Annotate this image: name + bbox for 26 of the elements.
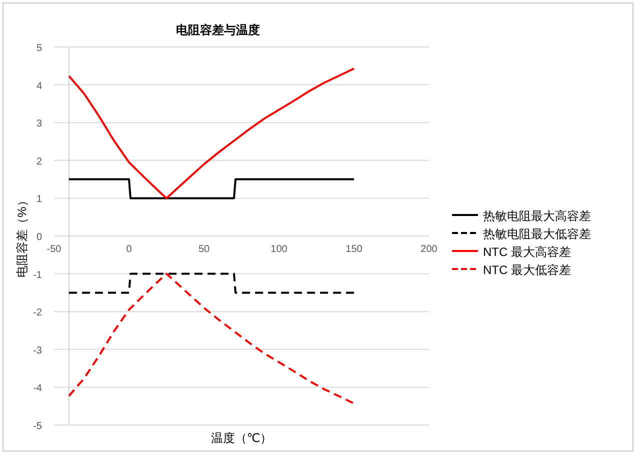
y-tick-label: 2 [36,156,42,168]
line-series [68,272,355,404]
x-tick-label: 50 [198,244,210,255]
x-tick-label: -50 [46,244,62,255]
y-tick-label: 5 [36,43,42,54]
y-tick-label: 0 [36,232,42,243]
y-tick-label: 1 [36,194,42,206]
legend-label: NTC 最大高容差 [483,245,571,259]
y-tick-label: -3 [33,345,42,356]
line-series [68,68,355,200]
y-tick-label: 4 [36,80,42,92]
y-tick-label: -1 [33,270,42,281]
x-axis-title: 温度（℃） [210,431,272,445]
legend-label: 热敏电阻最大高容差 [483,209,591,223]
y-tick-label: -4 [33,383,42,394]
y-tick-label: -2 [33,308,42,319]
legend-label: 热敏电阻最大低容差 [483,227,591,241]
y-axis-title: 电阻容差（%） [15,194,29,278]
x-tick-label: 150 [346,244,363,255]
legend-label: NTC 最大低容差 [483,263,571,277]
y-tick-label: 3 [36,118,42,130]
chart-title: 电阻容差与温度 [176,23,260,37]
x-tick-label: 200 [420,244,438,255]
x-tick-label: 0 [126,244,132,255]
x-tick-label: 100 [270,244,288,255]
y-tick-label: -5 [33,421,42,432]
